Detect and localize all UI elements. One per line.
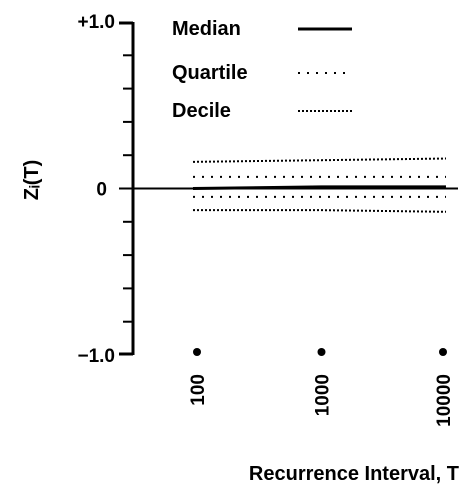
x-tick-label: 10000 (434, 374, 455, 427)
x-marker (318, 348, 326, 356)
y-tick-label: −1.0 (77, 346, 115, 367)
series-line-median-0 (193, 187, 446, 189)
legend: Median Quartile Decile (172, 18, 352, 122)
y-tick-label: +1.0 (77, 12, 115, 33)
x-tick-label: 100 (188, 374, 209, 406)
x-axis-label: Recurrence Interval, T (249, 463, 459, 485)
series-line-decile-3 (193, 159, 446, 162)
x-markers: 100 1000 10000 (188, 348, 455, 427)
y-tick-label: 0 (96, 180, 107, 201)
y-axis-label: Zᵢ(T) (21, 160, 43, 201)
x-marker (193, 348, 201, 356)
series-line-decile-4 (193, 210, 446, 212)
legend-label: Median (172, 18, 241, 40)
x-tick-label: 1000 (313, 374, 334, 416)
x-marker (439, 348, 447, 356)
legend-label: Decile (172, 100, 231, 122)
legend-label: Quartile (172, 62, 248, 84)
series-layer (193, 159, 446, 212)
